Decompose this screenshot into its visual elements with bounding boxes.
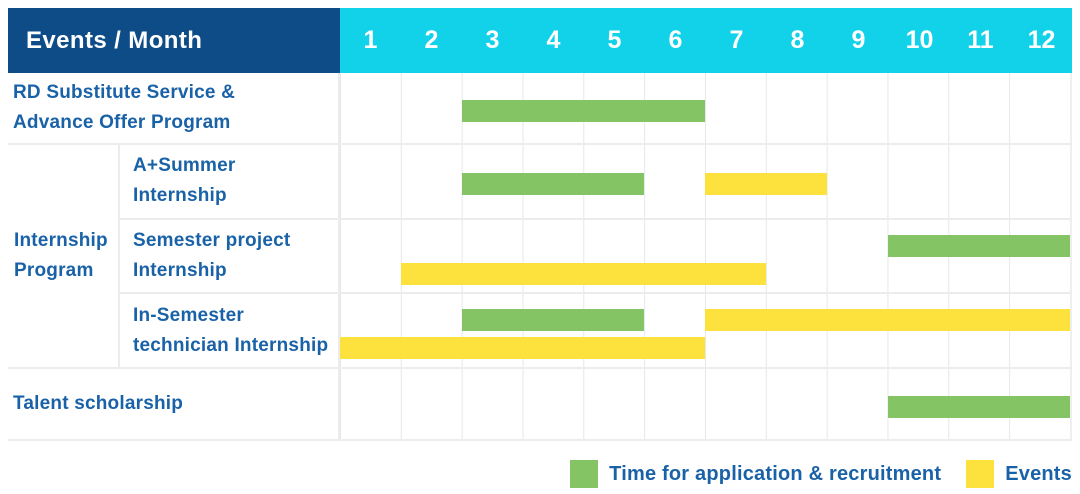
header-title: Events / Month (26, 26, 203, 54)
month-header-8: 8 (790, 26, 805, 54)
row-label-line: Internship (14, 230, 108, 251)
application-bar (887, 234, 1070, 257)
legend-item-events: Events (966, 460, 1072, 488)
application-bar (461, 173, 645, 196)
application-bar (461, 100, 705, 122)
month-header-9: 9 (851, 26, 866, 54)
month-header-5: 5 (607, 26, 622, 54)
row-a-plus-summer: A+Summer Internship (120, 145, 1072, 220)
legend-label-application: Time for application & recruitment (609, 462, 942, 485)
row-label-line: Advance Offer Program (13, 112, 231, 133)
row-talent-scholarship: Talent scholarship (8, 369, 1072, 441)
month-header-6: 6 (668, 26, 683, 54)
timeline-in-semester (340, 294, 1072, 368)
row-label-a-plus-summer: A+Summer Internship (120, 145, 340, 218)
header-events-month-cell: Events / Month (8, 8, 340, 73)
row-in-semester: In-Semester technician Internship (120, 294, 1072, 368)
row-label-line: Internship (133, 260, 227, 281)
timeline-rd-program (340, 73, 1072, 143)
row-rd-program: RD Substitute Service & Advance Offer Pr… (8, 73, 1072, 145)
row-label-semester-project: Semester project Internship (120, 219, 340, 293)
row-label-in-semester: In-Semester technician Internship (120, 294, 340, 368)
row-label-line: Talent scholarship (13, 393, 184, 414)
internship-sub-rows: A+Summer Internship Semester project Int… (120, 145, 1072, 368)
row-label-line: In-Semester (133, 304, 244, 326)
month-header-1: 1 (363, 26, 378, 54)
row-label-line: Internship (133, 185, 227, 207)
row-label-line: technician Internship (133, 334, 329, 356)
row-label-line: RD Substitute Service & (13, 82, 236, 103)
row-semester-project: Semester project Internship (120, 219, 1072, 295)
internship-program-group: Internship Program A+Summer Internship (8, 145, 1072, 369)
row-label-line: Program (14, 260, 94, 281)
row-label-rd-program: RD Substitute Service & Advance Offer Pr… (8, 73, 340, 143)
legend: Time for application & recruitment Event… (570, 460, 1072, 488)
legend-label-events: Events (1005, 462, 1072, 485)
row-label-internship-program: Internship Program (8, 145, 120, 367)
row-label-line: Semester project (133, 230, 291, 251)
month-header-4: 4 (546, 26, 561, 54)
header-row: Events / Month 1 2 3 4 5 6 7 8 9 10 11 1… (8, 8, 1072, 73)
application-bar (461, 309, 645, 332)
month-header-7: 7 (729, 26, 744, 54)
timeline-semester-project (340, 219, 1072, 293)
events-bar (400, 262, 766, 285)
timeline-a-plus-summer (340, 145, 1072, 218)
events-table: Events / Month 1 2 3 4 5 6 7 8 9 10 11 1… (8, 8, 1072, 441)
events-bar (705, 309, 1070, 332)
month-header-2: 2 (424, 26, 439, 54)
events-bar (705, 173, 827, 196)
month-header-12: 12 (1027, 26, 1056, 54)
application-bar (887, 396, 1070, 418)
events-color-swatch (966, 460, 995, 488)
events-bar (340, 337, 705, 360)
legend-item-application: Time for application & recruitment (570, 460, 941, 488)
month-header-3: 3 (485, 26, 500, 54)
row-label-talent-scholarship: Talent scholarship (8, 369, 340, 439)
month-header-11: 11 (967, 26, 994, 54)
month-header-strip: 1 2 3 4 5 6 7 8 9 10 11 12 (340, 8, 1072, 73)
application-color-swatch (570, 460, 599, 488)
row-label-line: A+Summer (133, 155, 236, 177)
month-header-10: 10 (905, 26, 934, 54)
timeline-talent-scholarship (340, 369, 1072, 439)
